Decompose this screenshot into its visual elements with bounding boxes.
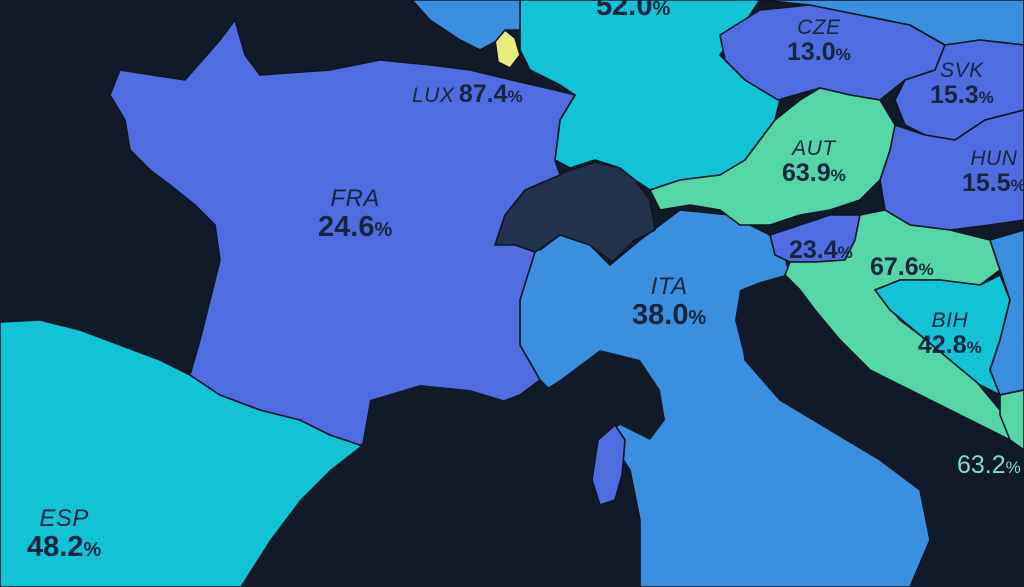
label-bih: BIH 42.8%	[918, 310, 982, 358]
sea-area	[240, 350, 665, 587]
code-bih: BIH	[931, 309, 969, 332]
label-fra: FRA 24.6%	[318, 187, 392, 242]
value-lux: 87.4%	[458, 80, 523, 108]
label-esp: ESP 48.2%	[27, 507, 101, 562]
code-ita: ITA	[650, 273, 688, 300]
region-fra[interactable]	[109, 19, 576, 446]
label-hun: HUN 15.5%	[962, 148, 1024, 196]
code-fra: FRA	[330, 185, 380, 212]
value-ita: 38.0%	[632, 299, 707, 331]
value-svk: 15.3%	[930, 81, 994, 109]
value-hun: 15.5%	[962, 169, 1024, 197]
label-cze: CZE 13.0%	[787, 17, 851, 65]
label-lux: LUX 87.4%	[412, 82, 523, 107]
code-aut: AUT	[792, 137, 836, 160]
label-svn: 23.4%	[789, 236, 853, 263]
code-cze: CZE	[797, 16, 841, 39]
value-esp: 48.2%	[27, 531, 102, 563]
adriatic-sea	[735, 275, 1010, 540]
code-hun: HUN	[970, 147, 1018, 170]
region-aut[interactable]	[649, 87, 896, 226]
code-svk: SVK	[940, 59, 984, 82]
value-deu: 52.0%	[596, 0, 671, 22]
value-cze: 13.0%	[787, 38, 851, 66]
value-mne: 63.2%	[957, 451, 1021, 479]
code-esp: ESP	[39, 505, 89, 532]
label-aut: AUT 63.9%	[782, 138, 846, 186]
value-fra: 24.6%	[318, 211, 393, 243]
region-mne[interactable]	[999, 389, 1024, 451]
region-bel[interactable]	[411, 0, 521, 51]
value-aut: 63.9%	[782, 159, 846, 187]
label-svk: SVK 15.3%	[930, 60, 994, 108]
value-bih: 42.8%	[918, 331, 982, 359]
region-corsica-island[interactable]	[591, 424, 626, 506]
value-hrv: 67.6%	[870, 253, 934, 281]
label-mne: 63.2%	[957, 451, 1021, 478]
label-deu: 52.0%	[596, 0, 670, 21]
value-svn: 23.4%	[789, 236, 853, 264]
code-lux: LUX	[412, 84, 455, 107]
label-hrv: 67.6%	[870, 253, 934, 280]
label-ita: ITA 38.0%	[632, 275, 706, 330]
region-srb[interactable]	[989, 229, 1024, 396]
